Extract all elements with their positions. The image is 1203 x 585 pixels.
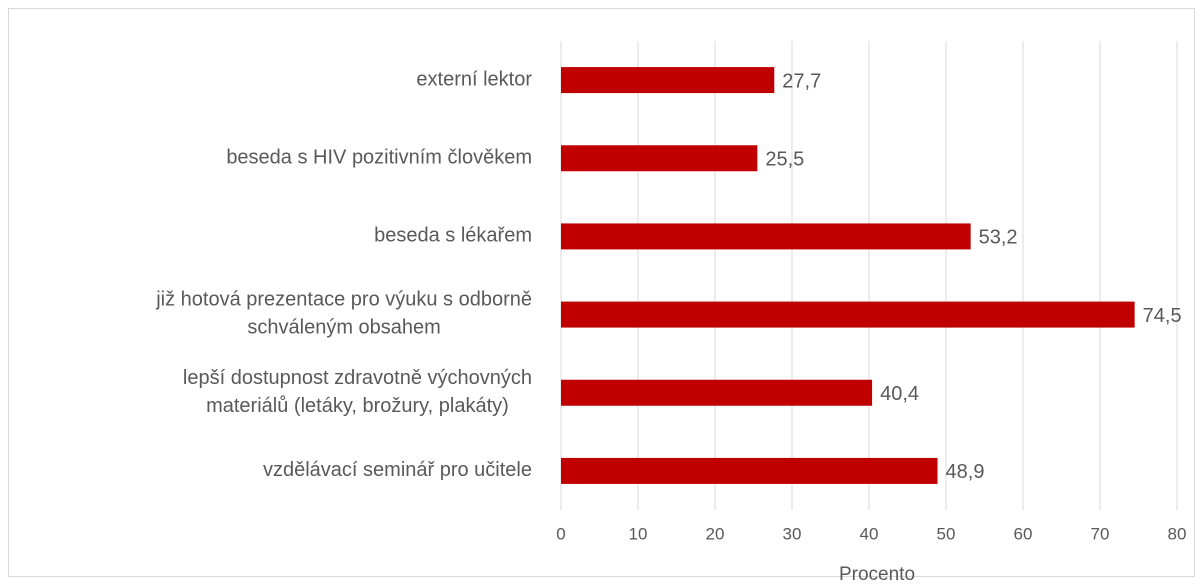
x-tick-label: 10 [629, 524, 648, 543]
x-tick-label: 50 [937, 524, 956, 543]
x-axis-label: Procento [839, 564, 915, 585]
data-label: 48,9 [946, 461, 985, 483]
x-tick-label: 70 [1091, 524, 1110, 543]
y-tick-label: již hotová prezentace pro výuku s odborn… [155, 289, 532, 339]
bar [561, 457, 938, 484]
data-label: 53,2 [979, 227, 1018, 249]
data-label: 74,5 [1143, 305, 1182, 327]
bar [561, 67, 775, 94]
x-tick-label: 40 [860, 524, 879, 543]
bar [561, 301, 1135, 328]
y-tick-label: externí lektor [416, 68, 532, 90]
x-tick-label: 80 [1168, 524, 1187, 543]
data-label: 27,7 [782, 70, 821, 92]
bar [561, 379, 873, 406]
y-tick-label: beseda s HIV pozitivním člověkem [226, 147, 532, 169]
x-tick-label: 30 [783, 524, 802, 543]
y-tick-label: vzdělávací seminář pro učitele [263, 459, 532, 481]
data-label: 40,4 [880, 383, 919, 405]
x-tick-label: 20 [706, 524, 725, 543]
x-tick-label: 0 [556, 524, 565, 543]
bar [561, 145, 758, 172]
x-tick-label: 60 [1014, 524, 1033, 543]
bar [561, 223, 971, 250]
data-label: 25,5 [765, 149, 804, 171]
y-tick-label: beseda s lékařem [374, 225, 532, 247]
y-tick-label: lepší dostupnost zdravotně výchovných mat… [183, 367, 532, 417]
